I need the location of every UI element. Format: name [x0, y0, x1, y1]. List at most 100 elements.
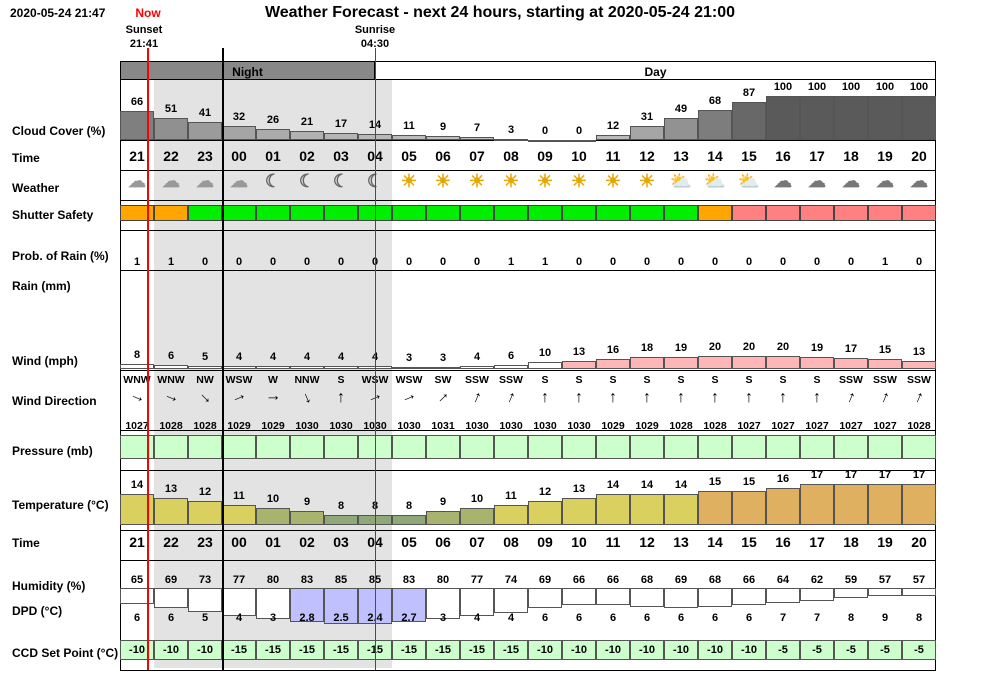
cloud-bar — [630, 126, 664, 140]
cloud-value: 100 — [841, 81, 861, 93]
sunrise-label: Sunrise — [354, 24, 396, 36]
cloud-bar — [256, 129, 290, 140]
wind-value: 18 — [640, 342, 654, 354]
ccd-value: -15 — [503, 644, 519, 656]
wind-bar — [800, 357, 834, 369]
shutter-cell — [732, 205, 766, 221]
temperature-bar — [188, 501, 222, 525]
humidity-value: 68 — [708, 574, 722, 586]
night-label: Night — [232, 65, 263, 79]
temperature-bar — [392, 515, 426, 525]
prob-rain-value: 0 — [269, 256, 277, 268]
cloud-bar — [698, 110, 732, 140]
temperature-bar — [324, 515, 358, 525]
wind-value: 6 — [507, 350, 515, 362]
ccd-cell — [868, 640, 902, 660]
dpd-value: 6 — [133, 612, 141, 624]
wind-bar — [392, 367, 426, 369]
wind-bar — [868, 359, 902, 369]
cloud-value: 26 — [266, 114, 280, 126]
ccd-value: -10 — [605, 644, 621, 656]
cloud-value: 100 — [807, 81, 827, 93]
row-divider — [120, 200, 936, 201]
wind-arrow-icon: ↑ — [677, 389, 685, 406]
pressure-value: 1028 — [703, 420, 727, 432]
pressure-cell — [154, 435, 188, 459]
wind-bar — [766, 356, 800, 369]
temperature-bar — [494, 505, 528, 525]
cloud-bar — [188, 122, 222, 140]
time-cell-bottom: 02 — [299, 534, 315, 550]
time-cell-bottom: 21 — [129, 534, 145, 550]
moon-icon: ☾ — [366, 171, 384, 191]
humidity-value: 64 — [776, 574, 790, 586]
wind-bar — [834, 358, 868, 369]
time-cell-bottom: 05 — [401, 534, 417, 550]
wind-bar — [664, 357, 698, 369]
pressure-value: 1030 — [533, 420, 557, 432]
wind-value: 4 — [337, 351, 345, 363]
prob-rain-value: 0 — [303, 256, 311, 268]
cloud-value: 21 — [300, 116, 314, 128]
cloud-icon: ☁ — [876, 171, 894, 191]
timestamp: 2020-05-24 21:47 — [10, 6, 106, 20]
humidity-value: 57 — [912, 574, 926, 586]
wind-value: 10 — [538, 347, 552, 359]
time-cell: 22 — [163, 148, 179, 164]
wind-direction-text: SSW — [499, 374, 523, 386]
row-divider — [120, 470, 936, 471]
humidity-bar — [256, 588, 290, 619]
time-cell-bottom: 03 — [333, 534, 349, 550]
temperature-bar — [766, 488, 800, 525]
night-shade — [154, 80, 392, 668]
wind-arrow-icon: ↑ — [745, 389, 753, 406]
wind-direction-text: SW — [434, 374, 452, 386]
wind-bar — [528, 362, 562, 369]
temperature-value: 11 — [233, 490, 245, 502]
sun-icon: ☀ — [570, 171, 588, 191]
pressure-cell — [460, 435, 494, 459]
row-divider — [120, 230, 936, 231]
humidity-value: 69 — [164, 574, 178, 586]
prob-rain-value: 0 — [813, 256, 821, 268]
cloud-icon: ☁ — [910, 171, 928, 191]
cloud-bar — [596, 135, 630, 140]
row-divider — [120, 370, 936, 371]
dpd-value: 6 — [643, 612, 651, 624]
cloud-value: 0 — [575, 125, 583, 137]
pressure-value: 1029 — [635, 420, 659, 432]
pressure-value: 1027 — [873, 420, 897, 432]
shutter-cell — [596, 205, 630, 221]
wind-bar — [630, 357, 664, 369]
time-cell: 19 — [877, 148, 893, 164]
temperature-value: 14 — [130, 479, 144, 491]
time-cell: 15 — [741, 148, 757, 164]
shutter-cell — [222, 205, 256, 221]
wind-direction-text: SSW — [907, 374, 931, 386]
time-cell: 20 — [911, 148, 927, 164]
ccd-value: -10 — [197, 644, 213, 656]
humidity-value: 65 — [130, 574, 144, 586]
ccd-cell — [494, 640, 528, 660]
dpd-value: 7 — [813, 612, 821, 624]
pressure-value: 1030 — [567, 420, 591, 432]
time-cell-bottom: 22 — [163, 534, 179, 550]
row-label-temperature: Temperature (°C) — [12, 498, 109, 512]
time-cell: 17 — [809, 148, 825, 164]
wind-value: 16 — [606, 344, 620, 356]
pressure-value: 1031 — [431, 420, 455, 432]
time-cell: 14 — [707, 148, 723, 164]
time-cell-bottom: 11 — [605, 534, 621, 550]
ccd-value: -10 — [537, 644, 553, 656]
time-cell: 01 — [265, 148, 281, 164]
cloud-value: 0 — [541, 125, 549, 137]
shutter-cell — [902, 205, 936, 221]
time-cell-bottom: 08 — [503, 534, 519, 550]
shutter-cell — [800, 205, 834, 221]
wind-bar — [222, 366, 256, 369]
sun-icon: ☀ — [502, 171, 520, 191]
ccd-value: -10 — [741, 644, 757, 656]
prob-rain-value: 1 — [507, 256, 515, 268]
humidity-bar — [426, 588, 460, 619]
humidity-bar — [800, 588, 834, 601]
